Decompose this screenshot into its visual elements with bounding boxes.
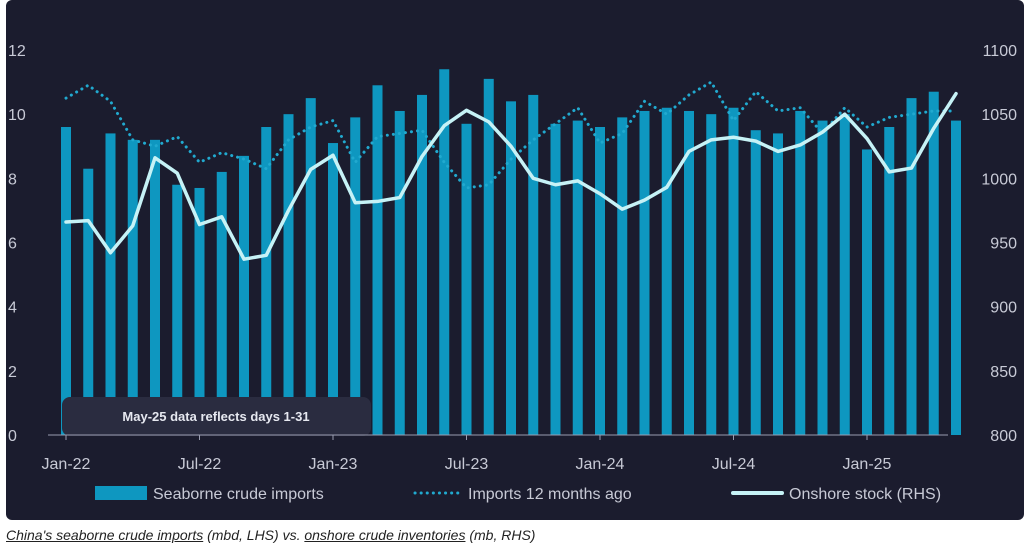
bar-May-25: [951, 120, 961, 435]
bar-Aug-23: [483, 78, 494, 435]
left-tick-10: 10: [8, 107, 26, 124]
annotation-layer: May-25 data reflects days 1-31: [62, 397, 371, 436]
bar-Dec-23: [572, 120, 583, 435]
figure-caption: China's seaborne crude imports (mbd, LHS…: [6, 527, 535, 543]
bar-May-23: [417, 94, 427, 436]
caption-imports: China's seaborne crude imports: [6, 527, 204, 543]
caption-imports-unit: (mbd, LHS) vs.: [203, 527, 305, 543]
bar-Apr-23: [394, 110, 405, 435]
legend-label-seaborne: Seaborne crude imports: [153, 486, 324, 503]
legend-swatch-bars: [95, 486, 147, 500]
bar-Apr-25: [928, 91, 939, 435]
bar-Mar-24: [639, 110, 650, 435]
bar-Jul-23: [461, 123, 472, 436]
bar-Dec-24: [839, 114, 850, 436]
bar-Apr-24: [661, 107, 672, 435]
legend-label-onshore: Onshore stock (RHS): [789, 486, 941, 503]
bar-Oct-24: [795, 110, 806, 435]
right-tick-850: 850: [990, 364, 1017, 381]
legend-layer: Seaborne crude imports Imports 12 months …: [95, 486, 941, 503]
bar-Jan-23: [328, 143, 338, 435]
x-tick-Jan-25: Jan-25: [843, 456, 892, 473]
bar-Feb-25: [884, 127, 895, 435]
series-line-imports-12-months-ago: [64, 80, 958, 190]
bar-Nov-22: [283, 114, 294, 436]
right-tick-950: 950: [990, 236, 1017, 253]
lines-layer: [64, 80, 958, 261]
bar-Sep-24: [773, 133, 783, 435]
bars-layer: [61, 69, 961, 436]
bar-May-22: [150, 139, 160, 436]
bar-May-24: [684, 110, 694, 435]
bar-Nov-23: [550, 123, 561, 436]
bar-Jan-25: [862, 149, 872, 436]
bar-Jul-22: [194, 187, 205, 435]
right-tick-800: 800: [990, 428, 1017, 445]
caption-inventories-unit: (mb, RHS): [465, 527, 536, 543]
bar-Jul-24: [728, 107, 739, 435]
caption-inventories: onshore crude inventories: [304, 527, 466, 543]
bar-Jan-22: [61, 127, 71, 435]
bar-Jan-24: [595, 127, 605, 435]
right-tick-1100: 1100: [983, 43, 1018, 60]
bar-Aug-22: [216, 171, 227, 435]
bar-Jun-24: [706, 114, 717, 436]
bar-Sep-22: [239, 155, 249, 435]
x-tick-Jan-23: Jan-23: [309, 456, 358, 473]
series-line-onshore-stock: [64, 91, 958, 261]
left-tick-6: 6: [8, 236, 17, 253]
bar-Apr-22: [127, 139, 138, 436]
right-tick-1050: 1050: [981, 107, 1017, 124]
left-tick-0: 0: [8, 428, 17, 445]
bar-Aug-24: [750, 130, 761, 436]
right-tick-900: 900: [990, 300, 1017, 317]
bar-Jun-22: [172, 184, 183, 435]
bar-Feb-23: [350, 117, 361, 435]
bar-Dec-22: [305, 98, 316, 435]
left-tick-4: 4: [8, 300, 17, 317]
axes-layer: 0 2 4 6 8 10 12 800 850 900 950 1000 1050 1100 Jan-22 J…: [8, 43, 1017, 473]
annotation-box: [62, 397, 371, 436]
bar-Oct-22: [261, 127, 272, 435]
bar-Feb-24: [617, 117, 628, 435]
x-tick-Jan-22: Jan-22: [42, 456, 91, 473]
x-tick-Jul-23: Jul-23: [445, 456, 489, 473]
legend-label-imports-12m: Imports 12 months ago: [468, 486, 632, 503]
chart-panel: May-25 data reflects days 1-31 0 2 4 6 8 10 12…: [6, 0, 1024, 520]
bar-Mar-25: [906, 98, 917, 435]
bar-Jun-23: [439, 69, 450, 435]
bar-Oct-23: [528, 94, 539, 436]
x-tick-Jul-24: Jul-24: [712, 456, 756, 473]
bar-Mar-22: [105, 133, 116, 435]
left-tick-2: 2: [8, 364, 17, 381]
right-tick-1000: 1000: [981, 171, 1017, 188]
bar-Mar-23: [372, 85, 383, 436]
bar-Feb-22: [83, 168, 94, 436]
left-tick-8: 8: [8, 171, 17, 188]
chart-svg: May-25 data reflects days 1-31 0 2 4 6 8 10 12…: [8, 43, 1017, 503]
x-tick-Jul-22: Jul-22: [178, 456, 222, 473]
annotation-text: May-25 data reflects days 1-31: [122, 409, 309, 424]
left-tick-12: 12: [8, 43, 26, 60]
bar-Nov-24: [817, 120, 828, 435]
bar-Sep-23: [506, 101, 516, 435]
x-tick-Jan-24: Jan-24: [576, 456, 625, 473]
